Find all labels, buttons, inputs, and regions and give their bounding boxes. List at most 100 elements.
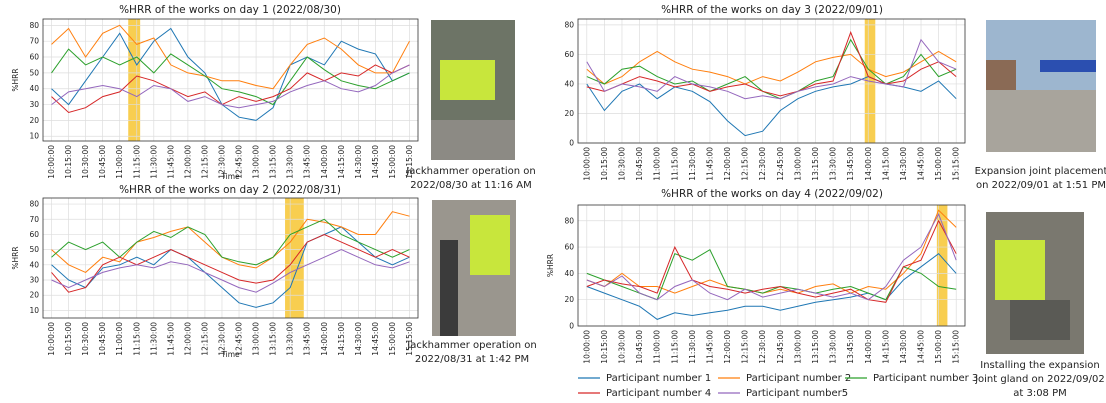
y-tick-label: 0 — [569, 322, 574, 331]
photo — [986, 212, 1084, 354]
x-tick-label: 10:45:00 — [98, 145, 107, 179]
series-line — [587, 250, 956, 300]
y-tick-label: 40 — [29, 260, 39, 269]
x-tick-label: 13:30:00 — [829, 330, 838, 364]
x-tick-label: 11:45:00 — [705, 330, 714, 364]
series-line — [52, 65, 410, 108]
x-tick-label: 11:30:00 — [688, 330, 697, 364]
x-tick-label: 15:15:00 — [952, 147, 961, 181]
x-tick-label: 14:30:00 — [899, 147, 908, 181]
y-axis-label: %HRR — [11, 68, 20, 91]
series-line — [587, 210, 956, 293]
x-tick-label: 10:15:00 — [64, 322, 73, 356]
y-tick-label: 50 — [29, 245, 39, 254]
photo — [432, 200, 516, 336]
x-tick-label: 13:00:00 — [252, 145, 261, 179]
y-tick-label: 30 — [29, 276, 39, 285]
x-tick-label: 11:15:00 — [670, 147, 679, 181]
x-tick-label: 11:15:00 — [670, 330, 679, 364]
x-tick-label: 11:15:00 — [132, 322, 141, 356]
x-tick-label: 10:00:00 — [47, 322, 56, 356]
x-tick-label: 10:30:00 — [617, 330, 626, 364]
x-tick-label: 13:45:00 — [303, 145, 312, 179]
legend-label: Participant number 2 — [746, 373, 851, 384]
x-tick-label: 11:00:00 — [653, 330, 662, 364]
x-tick-label: 15:00:00 — [934, 330, 943, 364]
chart-title: %HRR of the works on day 3 (2022/09/01) — [661, 4, 883, 16]
plot-frame — [43, 198, 418, 318]
x-tick-label: 14:45:00 — [371, 145, 380, 179]
x-tick-label: 11:45:00 — [166, 322, 175, 356]
photo-caption: joint gland on 2022/09/02 — [974, 374, 1105, 385]
plot-frame — [578, 19, 965, 143]
legend-label: Participant number 4 — [606, 388, 711, 399]
photo — [431, 20, 515, 160]
x-tick-label: 13:30:00 — [286, 145, 295, 179]
y-tick-label: 20 — [29, 291, 39, 300]
x-tick-label: 11:30:00 — [149, 322, 158, 356]
x-tick-label: 10:15:00 — [64, 145, 73, 179]
x-tick-label: 11:30:00 — [688, 147, 697, 181]
y-tick-label: 60 — [564, 243, 574, 252]
photo-caption: Expansion joint placement — [975, 166, 1106, 177]
y-tick-label: 50 — [29, 68, 39, 77]
x-tick-label: 15:00:00 — [388, 322, 397, 356]
y-tick-label: 80 — [564, 216, 574, 225]
x-tick-label: 14:15:00 — [337, 322, 346, 356]
x-tick-label: 14:30:00 — [354, 145, 363, 179]
chart-title: %HRR of the works on day 1 (2022/08/30) — [119, 4, 341, 16]
x-tick-label: 12:00:00 — [183, 322, 192, 356]
x-tick-label: 14:15:00 — [337, 145, 346, 179]
y-tick-label: 10 — [29, 306, 39, 315]
x-tick-label: 11:00:00 — [115, 322, 124, 356]
x-tick-label: 12:00:00 — [723, 330, 732, 364]
photo-caption: Installing the expansion — [980, 360, 1100, 371]
x-tick-label: 15:00:00 — [934, 147, 943, 181]
x-tick-label: 10:30:00 — [81, 322, 90, 356]
x-tick-label: 11:30:00 — [149, 145, 158, 179]
x-tick-label: 13:15:00 — [269, 145, 278, 179]
y-tick-label: 20 — [564, 109, 574, 118]
x-tick-label: 11:45:00 — [166, 145, 175, 179]
y-axis-label: %HRR — [11, 246, 20, 269]
figure: %HRR of the works on day 1 (2022/08/30) 1… — [0, 0, 1106, 403]
x-tick-label: 13:45:00 — [846, 147, 855, 181]
x-tick-label: 15:15:00 — [952, 330, 961, 364]
x-tick-label: 10:00:00 — [582, 147, 591, 181]
x-tick-label: 10:30:00 — [617, 147, 626, 181]
x-tick-label: 11:00:00 — [115, 145, 124, 179]
photo-caption: Jackhammer operation on — [406, 340, 536, 351]
x-tick-label: 15:00:00 — [388, 145, 397, 179]
y-axis-label: %HRR — [546, 254, 555, 277]
x-tick-label: 10:45:00 — [98, 322, 107, 356]
photo — [986, 20, 1096, 152]
x-tick-label: 14:15:00 — [881, 330, 890, 364]
series-line — [52, 250, 410, 293]
y-tick-label: 60 — [29, 230, 39, 239]
x-tick-label: 12:15:00 — [741, 147, 750, 181]
x-tick-label: 12:30:00 — [758, 330, 767, 364]
y-tick-label: 80 — [29, 21, 39, 30]
x-tick-label: 13:30:00 — [286, 322, 295, 356]
legend-label: Participant number 1 — [606, 373, 711, 384]
y-tick-label: 10 — [29, 132, 39, 141]
x-tick-label: 10:00:00 — [47, 145, 56, 179]
x-tick-label: 13:45:00 — [303, 322, 312, 356]
x-axis-label: Time — [220, 172, 240, 181]
x-tick-label: 13:45:00 — [846, 330, 855, 364]
y-tick-label: 40 — [564, 269, 574, 278]
x-tick-label: 12:00:00 — [723, 147, 732, 181]
x-tick-label: 14:45:00 — [371, 322, 380, 356]
x-tick-label: 12:15:00 — [200, 145, 209, 179]
x-tick-label: 10:15:00 — [600, 330, 609, 364]
y-tick-label: 20 — [29, 116, 39, 125]
x-tick-label: 12:15:00 — [741, 330, 750, 364]
x-tick-label: 13:15:00 — [811, 330, 820, 364]
chart-title: %HRR of the works on day 4 (2022/09/02) — [661, 188, 883, 200]
chart-title: %HRR of the works on day 2 (2022/08/31) — [119, 184, 341, 196]
photo-caption: Jackhammer operation on — [405, 166, 535, 177]
x-tick-label: 10:30:00 — [81, 145, 90, 179]
x-tick-label: 14:30:00 — [354, 322, 363, 356]
x-tick-label: 12:45:00 — [776, 330, 785, 364]
series-line — [587, 77, 956, 136]
